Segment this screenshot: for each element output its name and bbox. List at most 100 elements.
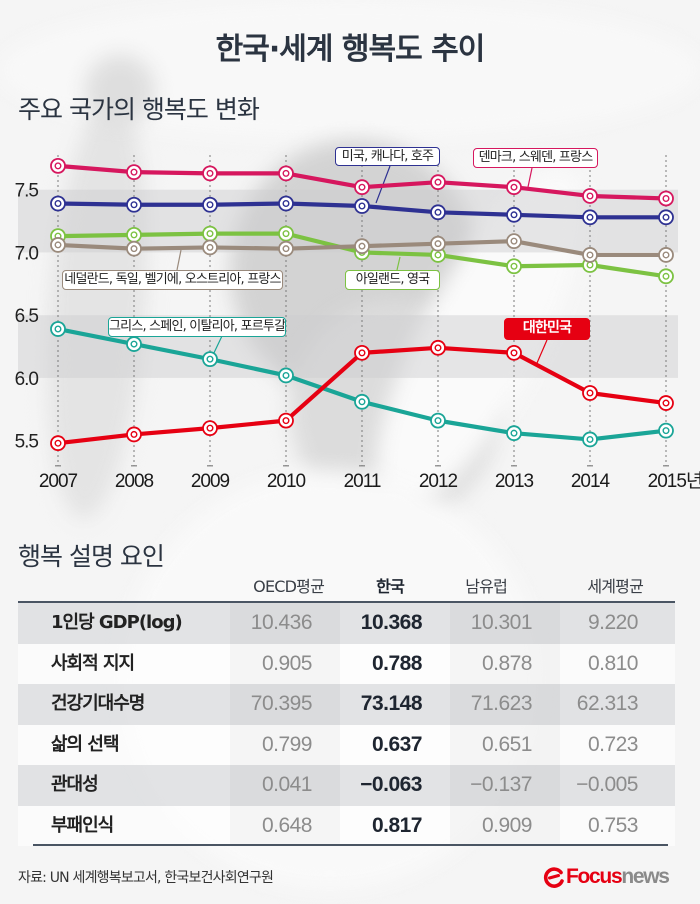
cell-world: 9.220: [587, 611, 639, 634]
data-point-center: [434, 344, 442, 352]
data-point-center: [510, 237, 518, 245]
cell-southern-europe: 10.301: [450, 603, 560, 644]
series-4: [50, 157, 674, 207]
data-point: [506, 233, 522, 250]
cell-korea: 0.788: [371, 651, 423, 675]
page-title: 한국·세계 행복도 추이: [215, 32, 486, 67]
cell-world: 0.723: [587, 732, 639, 756]
cell-oecd: 70.395: [230, 684, 340, 725]
table-row: 건강기대수명 70.395 73.148 71.623 62.313: [18, 684, 675, 725]
series-3: [50, 195, 674, 226]
data-point: [202, 225, 218, 242]
data-point: [278, 225, 294, 242]
data-point-center: [434, 251, 442, 259]
data-point: [430, 235, 446, 252]
x-tick-label: 2007: [39, 471, 78, 492]
data-point-center: [358, 349, 366, 357]
x-tick-label: 2013: [495, 471, 534, 492]
y-shaded-band: [18, 189, 678, 253]
data-point: [354, 393, 370, 410]
data-point: [506, 344, 522, 361]
data-point: [126, 226, 142, 243]
data-point: [658, 190, 674, 207]
column-header-blank: [18, 572, 230, 601]
table-row: 부패인식 0.648 0.817 0.909 0.753: [18, 805, 675, 846]
x-tick-label: 2012: [419, 471, 458, 492]
data-point: [202, 351, 218, 368]
row-label: 건강기대수명: [51, 693, 145, 714]
focus-e-swoosh-icon: [543, 867, 564, 888]
series-0: [50, 321, 674, 448]
cell-southern-europe: 71.623: [450, 684, 560, 725]
data-point-center: [662, 427, 670, 435]
data-point: [202, 196, 218, 213]
table-row: 관대성 0.041 −0.063 −0.137 −0.005: [18, 765, 675, 806]
data-point: [50, 321, 66, 337]
data-point: [658, 268, 674, 285]
data-point-center: [358, 398, 366, 406]
leader-line: [536, 339, 548, 364]
cell-korea: −0.063: [360, 773, 422, 796]
data-point-center: [358, 202, 366, 210]
data-point-center: [586, 192, 594, 200]
data-point: [430, 412, 446, 429]
cell-oecd: 0.041: [230, 765, 340, 806]
data-point-center: [510, 349, 518, 357]
row-label: 1인당 GDP(log): [51, 612, 183, 633]
data-point-center: [206, 230, 214, 238]
data-point-center: [54, 325, 62, 333]
data-point: [354, 344, 370, 361]
column-header-korea: 한국: [376, 577, 405, 596]
x-tick-label: 2014: [571, 471, 611, 492]
data-point-center: [434, 417, 442, 425]
data-point: [582, 209, 598, 226]
logo-text-secondary: news: [621, 865, 670, 888]
source-note: 자료: UN 세계행복보고서, 한국보건사회연구원: [18, 870, 274, 886]
data-point-center: [510, 211, 518, 219]
data-point-center: [586, 389, 594, 397]
data-point-center: [358, 183, 366, 191]
data-point: [354, 179, 370, 196]
data-point-center: [130, 231, 138, 239]
data-point-center: [586, 261, 594, 269]
series-label-nordic: 덴마크, 스웨덴, 프랑스: [473, 148, 598, 168]
data-point: [202, 420, 218, 437]
data-point: [50, 157, 66, 174]
data-point-center: [586, 435, 594, 443]
data-point: [126, 336, 142, 352]
row-label: 부패인식: [51, 814, 114, 836]
data-point: [126, 164, 142, 181]
line-chart: 2007 2008 2009 2010 2011 2012 2013 2014 2015년 7.5…: [15, 155, 700, 492]
chart-background-layer: [18, 155, 678, 467]
cell-oecd: 10.436: [230, 603, 340, 644]
data-point: [658, 247, 674, 263]
data-point-center: [206, 169, 214, 177]
cell-oecd: 0.905: [230, 644, 340, 685]
leader-line: [396, 256, 401, 271]
data-point-center: [434, 240, 442, 248]
data-point-center: [434, 178, 442, 186]
x-tick-label: 2008: [115, 471, 154, 492]
cell-oecd: 0.799: [230, 725, 340, 766]
data-point: [354, 238, 370, 255]
data-point-center: [54, 200, 62, 208]
data-point: [126, 196, 142, 213]
row-label: 삶의 선택: [51, 733, 120, 755]
cell-korea: 10.368: [360, 611, 423, 634]
factors-table: OECD평균 한국 남유럽 세계평균 1인당 GDP(log) 10.436 1…: [18, 572, 675, 846]
axis-labels-layer: 2007 2008 2009 2010 2011 2012 2013 2014 2015년 7.5…: [15, 181, 700, 492]
table-row: 사회적 지지 0.905 0.788 0.878 0.810: [18, 643, 675, 685]
data-point-center: [662, 213, 670, 221]
data-point: [658, 422, 674, 439]
data-point: [582, 431, 598, 448]
data-point-center: [586, 213, 594, 221]
x-tick-label: 2015년: [648, 470, 700, 492]
cell-southern-europe: −0.137: [450, 765, 560, 806]
data-point: [50, 435, 66, 452]
x-tick-label: 2009: [191, 471, 230, 492]
data-point-center: [54, 162, 62, 170]
data-point: [582, 188, 598, 204]
data-point: [126, 426, 142, 443]
series-2: [50, 233, 674, 263]
table-header-row: OECD평균 한국 남유럽 세계평균: [18, 572, 675, 603]
